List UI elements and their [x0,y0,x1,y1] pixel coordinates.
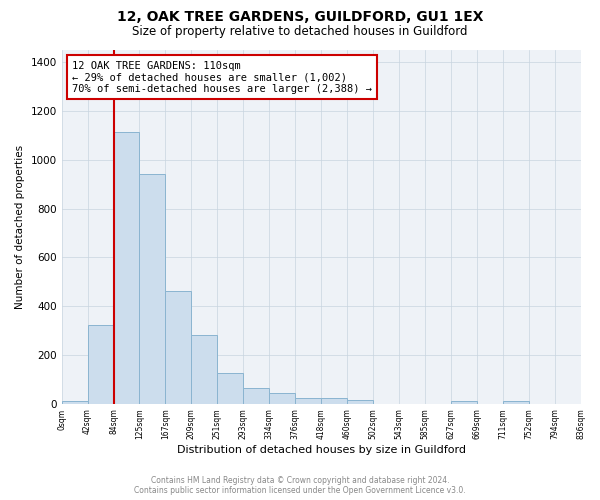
Bar [88,325,113,404]
Text: 12 OAK TREE GARDENS: 110sqm
← 29% of detached houses are smaller (1,002)
70% of : 12 OAK TREE GARDENS: 110sqm ← 29% of det… [72,60,372,94]
Bar [243,388,269,404]
Bar [139,174,166,404]
Text: Contains HM Land Registry data © Crown copyright and database right 2024.
Contai: Contains HM Land Registry data © Crown c… [134,476,466,495]
Bar [166,291,191,404]
Y-axis label: Number of detached properties: Number of detached properties [15,145,25,309]
Bar [503,402,529,404]
Bar [217,373,243,404]
Bar [295,398,321,404]
Text: Size of property relative to detached houses in Guildford: Size of property relative to detached ho… [132,25,468,38]
Bar [62,402,88,404]
Bar [113,132,139,404]
X-axis label: Distribution of detached houses by size in Guildford: Distribution of detached houses by size … [176,445,466,455]
Bar [321,398,347,404]
Bar [191,335,217,404]
Bar [269,392,295,404]
Bar [451,402,477,404]
Bar [347,400,373,404]
Text: 12, OAK TREE GARDENS, GUILDFORD, GU1 1EX: 12, OAK TREE GARDENS, GUILDFORD, GU1 1EX [117,10,483,24]
